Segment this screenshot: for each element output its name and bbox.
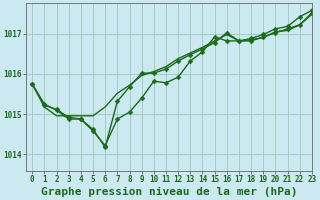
X-axis label: Graphe pression niveau de la mer (hPa): Graphe pression niveau de la mer (hPa)	[41, 186, 297, 197]
